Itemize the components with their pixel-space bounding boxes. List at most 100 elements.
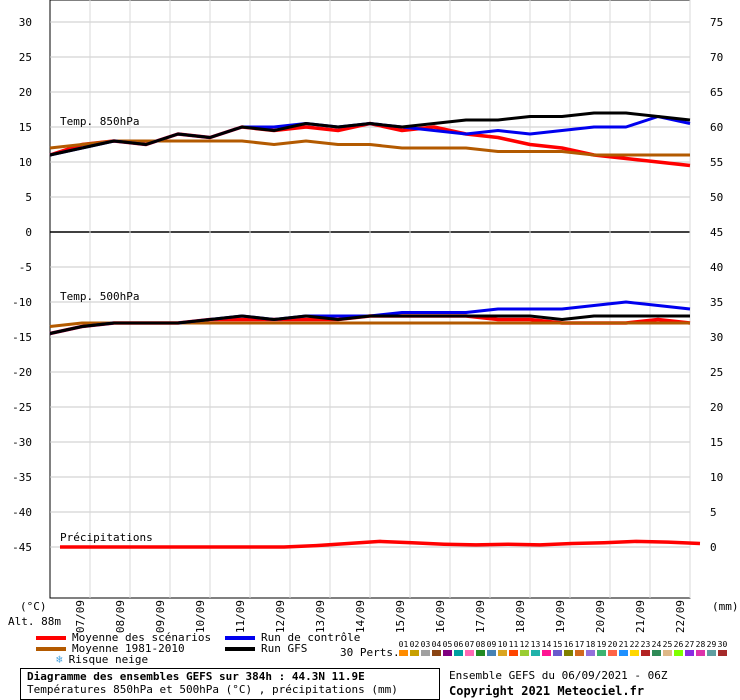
pert-number: 21 bbox=[618, 640, 629, 649]
pert-number: 02 bbox=[409, 640, 420, 649]
pert-color-swatch bbox=[608, 650, 617, 656]
pert-color-swatch bbox=[674, 650, 683, 656]
left-axis-label: (°C) bbox=[20, 600, 47, 613]
panel-label-t850: Temp. 850hPa bbox=[60, 115, 139, 128]
pert-number: 22 bbox=[629, 640, 640, 649]
left-tick-label: -5 bbox=[19, 261, 32, 274]
pert-number: 15 bbox=[552, 640, 563, 649]
legend-label-gfs: Run GFS bbox=[261, 642, 308, 655]
x-tick-label: 21/09 bbox=[634, 600, 647, 633]
pert-color-swatch bbox=[443, 650, 452, 656]
right-tick-label: 10 bbox=[710, 471, 723, 484]
right-tick-label: 65 bbox=[710, 86, 723, 99]
left-tick-label: 30 bbox=[19, 16, 32, 29]
x-tick-label: 09/09 bbox=[154, 600, 167, 633]
pert-color-swatch bbox=[498, 650, 507, 656]
left-tick-label: -35 bbox=[12, 471, 32, 484]
pert-color-swatch bbox=[685, 650, 694, 656]
pert-number: 20 bbox=[607, 640, 618, 649]
pert-color-swatch bbox=[718, 650, 727, 656]
pert-number: 13 bbox=[530, 640, 541, 649]
pert-color-swatch bbox=[432, 650, 441, 656]
pert-color-swatch bbox=[421, 650, 430, 656]
right-axis-label: (mm) bbox=[712, 600, 739, 613]
pert-color-swatch bbox=[520, 650, 529, 656]
legend-label-mean: Moyenne des scénarios bbox=[72, 631, 212, 644]
footer-title: Diagramme des ensembles GEFS sur 384h : … bbox=[27, 670, 365, 683]
pert-number: 24 bbox=[651, 640, 662, 649]
pert-number: 28 bbox=[695, 640, 706, 649]
pert-color-swatch bbox=[564, 650, 573, 656]
pert-color-swatch bbox=[597, 650, 606, 656]
pert-color-swatch bbox=[465, 650, 474, 656]
pert-number: 04 bbox=[431, 640, 442, 649]
right-tick-label: 50 bbox=[710, 191, 723, 204]
pert-color-swatch bbox=[476, 650, 485, 656]
legend-swatch-control bbox=[225, 635, 255, 640]
right-tick-label: 30 bbox=[710, 331, 723, 344]
panel-label-t500: Temp. 500hPa bbox=[60, 290, 139, 303]
x-tick-label: 20/09 bbox=[594, 600, 607, 633]
pert-color-swatch bbox=[663, 650, 672, 656]
pert-color-swatch bbox=[454, 650, 463, 656]
snowflake-icon: ❄ bbox=[56, 653, 63, 666]
pert-color-swatch bbox=[586, 650, 595, 656]
pert-number: 23 bbox=[640, 640, 651, 649]
legend-item-snow: ❄ Risque neige bbox=[56, 653, 148, 666]
pert-number: 17 bbox=[574, 640, 585, 649]
x-tick-label: 11/09 bbox=[234, 600, 247, 633]
left-tick-label: 15 bbox=[19, 121, 32, 134]
pert-color-swatch bbox=[619, 650, 628, 656]
series-line-t850 bbox=[49, 111, 691, 157]
legend-item-gfs: Run GFS bbox=[225, 642, 307, 655]
pert-color-swatch bbox=[487, 650, 496, 656]
left-tick-label: -25 bbox=[12, 401, 32, 414]
legend-label-climatology: Moyenne 1981-2010 bbox=[72, 642, 185, 655]
pert-number: 07 bbox=[464, 640, 475, 649]
left-tick-label: -30 bbox=[12, 436, 32, 449]
pert-number: 26 bbox=[673, 640, 684, 649]
x-tick-label: 18/09 bbox=[514, 600, 527, 633]
right-tick-label: 75 bbox=[710, 16, 723, 29]
footer-subtitle: Températures 850hPa et 500hPa (°C) , pré… bbox=[27, 683, 398, 696]
x-tick-label: 14/09 bbox=[354, 600, 367, 633]
legend-item-climatology: Moyenne 1981-2010 bbox=[36, 642, 185, 655]
pert-color-swatch bbox=[575, 650, 584, 656]
legend-label-snow: Risque neige bbox=[68, 653, 149, 666]
series-line-precip bbox=[60, 539, 701, 549]
left-tick-label: 5 bbox=[25, 191, 32, 204]
legend-swatch-climatology bbox=[36, 646, 66, 651]
right-tick-label: 60 bbox=[710, 121, 723, 134]
x-tick-label: 15/09 bbox=[394, 600, 407, 633]
pert-numbers: 01 02 03 04 05 06 07 08 09 10 11 12 13 14 15 16 17 18 19 20… bbox=[398, 640, 728, 649]
pert-color-swatch bbox=[696, 650, 705, 656]
pert-color-swatch bbox=[641, 650, 650, 656]
pert-color-swatch bbox=[707, 650, 716, 656]
x-tick-label: 22/09 bbox=[674, 600, 687, 633]
right-tick-label: 20 bbox=[710, 401, 723, 414]
right-tick-label: 0 bbox=[710, 541, 717, 554]
footer-copyright: Copyright 2021 Meteociel.fr bbox=[449, 684, 645, 698]
pert-number: 10 bbox=[497, 640, 508, 649]
pert-number: 12 bbox=[519, 640, 530, 649]
legend-perts-label: 30 Perts. bbox=[340, 646, 400, 659]
legend-item-control: Run de contrôle bbox=[225, 631, 360, 644]
right-tick-label: 35 bbox=[710, 296, 723, 309]
right-tick-label: 40 bbox=[710, 261, 723, 274]
pert-number: 08 bbox=[475, 640, 486, 649]
legend-label-control: Run de contrôle bbox=[261, 631, 361, 644]
pert-color-swatch bbox=[509, 650, 518, 656]
pert-number: 19 bbox=[596, 640, 607, 649]
footer-ensemble: Ensemble GEFS du 06/09/2021 - 06Z bbox=[449, 669, 668, 682]
pert-color-swatch bbox=[652, 650, 661, 656]
pert-color-swatch bbox=[630, 650, 639, 656]
x-tick-label: 10/09 bbox=[194, 600, 207, 633]
pert-number: 09 bbox=[486, 640, 497, 649]
x-tick-label: 07/09 bbox=[74, 600, 87, 633]
pert-color-swatch bbox=[542, 650, 551, 656]
right-tick-label: 45 bbox=[710, 226, 723, 239]
pert-number: 11 bbox=[508, 640, 519, 649]
pert-number: 25 bbox=[662, 640, 673, 649]
left-tick-label: -15 bbox=[12, 331, 32, 344]
